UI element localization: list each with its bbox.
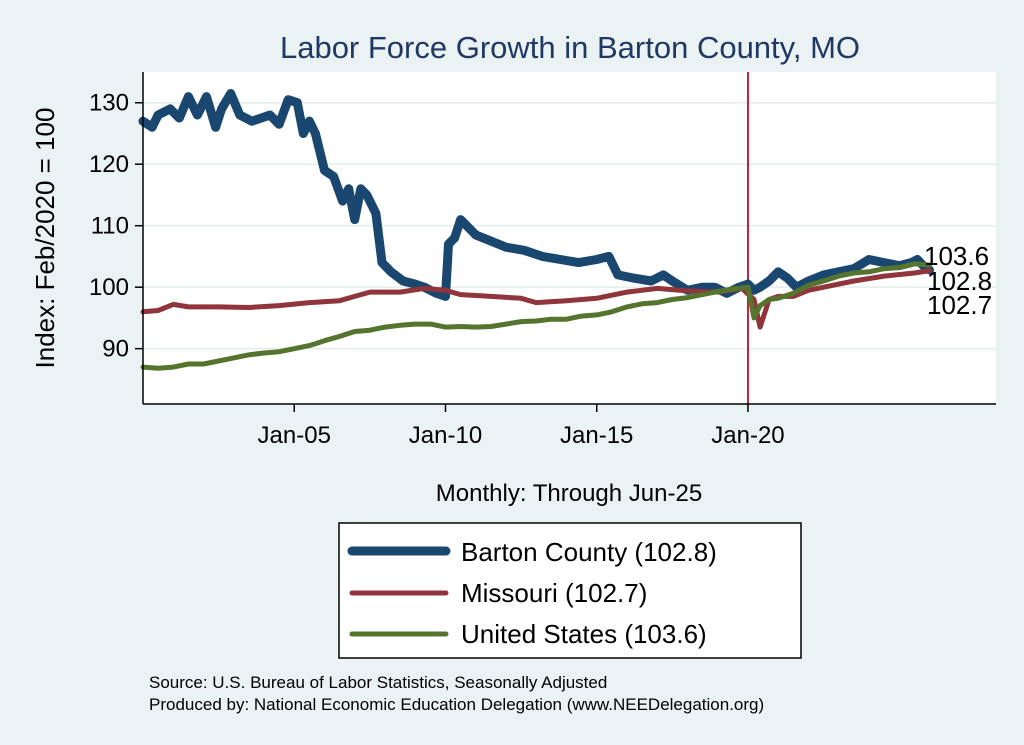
legend: Barton County (102.8) Missouri (102.7) U… (338, 522, 802, 659)
y-ticks: 90 100 110 120 130 (89, 90, 143, 363)
y-tick-label-130: 130 (89, 90, 129, 117)
series-line-2 (140, 261, 932, 371)
end-labels: 103.6 102.8 102.7 (924, 241, 992, 320)
legend-label-barton-county: Barton County (102.8) (461, 537, 717, 567)
end-label-barton-county: 102.8 (927, 266, 992, 296)
series-layer (138, 89, 934, 371)
series-line-0 (138, 89, 934, 301)
series-line-1 (140, 268, 932, 330)
y-tick-label-90: 90 (102, 336, 129, 363)
y-axis-title: Index: Feb/2020 = 100 (30, 108, 60, 369)
x-tick-label-Jan-15: Jan-15 (560, 422, 633, 449)
legend-label-united-states: United States (103.6) (461, 619, 707, 649)
source-note: Source: U.S. Bureau of Labor Statistics,… (149, 673, 607, 692)
end-label-united-states: 103.6 (924, 241, 989, 271)
end-label-missouri: 102.7 (927, 290, 992, 320)
x-tick-label-Jan-05: Jan-05 (258, 422, 331, 449)
legend-label-missouri: Missouri (102.7) (461, 578, 647, 608)
producer-note: Produced by: National Economic Education… (149, 695, 764, 714)
x-tick-label-Jan-10: Jan-10 (409, 422, 482, 449)
y-tick-label-100: 100 (89, 274, 129, 301)
y-tick-label-120: 120 (89, 151, 129, 178)
x-tick-label-Jan-20: Jan-20 (711, 422, 784, 449)
x-ticks: Jan-05 Jan-10 Jan-15 Jan-20 (258, 404, 785, 449)
chart-title: Labor Force Growth in Barton County, MO (280, 30, 860, 65)
y-tick-label-110: 110 (91, 213, 129, 240)
x-axis-note: Monthly: Through Jun-25 (436, 480, 702, 507)
